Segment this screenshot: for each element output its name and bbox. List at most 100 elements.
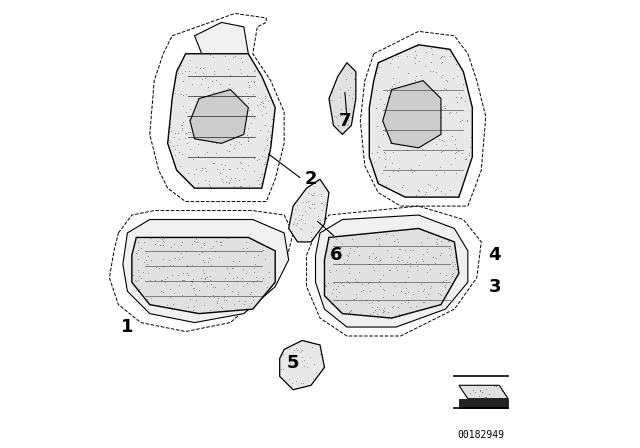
Point [182,303,193,310]
Point [255,174,265,181]
Point [452,72,462,79]
Point [399,298,410,306]
Point [456,116,467,123]
Point [389,105,399,112]
Point [383,115,394,122]
Text: 1: 1 [121,318,134,336]
Point [374,144,384,151]
Point [312,230,322,237]
Point [403,288,413,295]
Point [225,134,236,141]
Polygon shape [168,54,275,188]
Point [316,193,326,200]
Point [329,113,339,120]
Point [337,281,348,288]
Point [237,164,247,171]
Point [354,269,364,276]
Point [177,276,187,284]
Point [365,288,375,295]
Point [426,59,436,66]
Point [305,190,316,197]
Point [292,220,302,227]
Point [303,190,313,197]
Point [257,111,268,118]
Point [420,85,430,92]
Point [188,119,198,126]
Point [344,308,354,315]
Point [308,191,318,198]
Point [177,238,187,245]
Point [209,71,219,78]
Point [442,78,452,85]
Point [244,302,254,309]
Point [232,164,242,171]
Point [303,198,314,205]
Point [420,293,431,301]
Point [173,69,183,77]
Point [303,237,314,245]
Point [238,282,248,289]
Polygon shape [369,45,472,197]
Point [394,98,404,105]
Point [414,105,424,112]
Point [168,142,179,150]
Point [426,282,436,289]
Point [294,216,304,224]
Point [176,249,186,256]
Point [150,240,160,247]
Point [188,127,198,134]
Point [464,160,474,167]
Point [222,121,232,128]
Point [327,250,337,257]
Point [370,307,380,314]
Point [205,51,215,58]
Polygon shape [316,215,468,327]
Point [350,276,360,283]
Point [188,155,198,163]
Point [179,276,189,284]
Point [445,252,455,259]
Point [340,301,351,308]
Point [262,98,273,105]
Point [392,94,402,101]
Point [413,89,424,96]
Point [393,167,403,174]
Point [297,354,307,361]
Point [296,348,306,355]
Point [133,267,143,274]
Point [436,237,446,244]
Point [447,258,457,266]
Point [203,83,213,90]
Point [464,159,474,167]
Point [200,164,211,172]
Point [196,244,206,251]
Point [226,93,236,100]
Point [417,193,427,200]
Point [394,164,404,171]
Point [432,240,442,247]
Point [407,96,417,103]
Point [243,137,253,144]
Point [412,266,422,273]
Point [420,135,430,142]
Point [291,344,301,351]
Point [189,110,200,117]
Point [207,77,217,84]
Point [392,235,402,242]
Point [369,158,379,165]
Point [447,133,457,140]
Point [236,69,246,77]
Point [249,78,259,85]
Point [396,113,406,121]
Point [232,277,242,284]
Point [225,140,236,147]
Point [431,238,441,245]
Point [263,127,273,134]
Point [309,182,319,190]
Point [234,176,244,183]
Point [437,147,447,155]
Point [191,117,201,124]
Point [374,235,384,242]
Point [236,182,246,190]
Point [150,276,160,284]
